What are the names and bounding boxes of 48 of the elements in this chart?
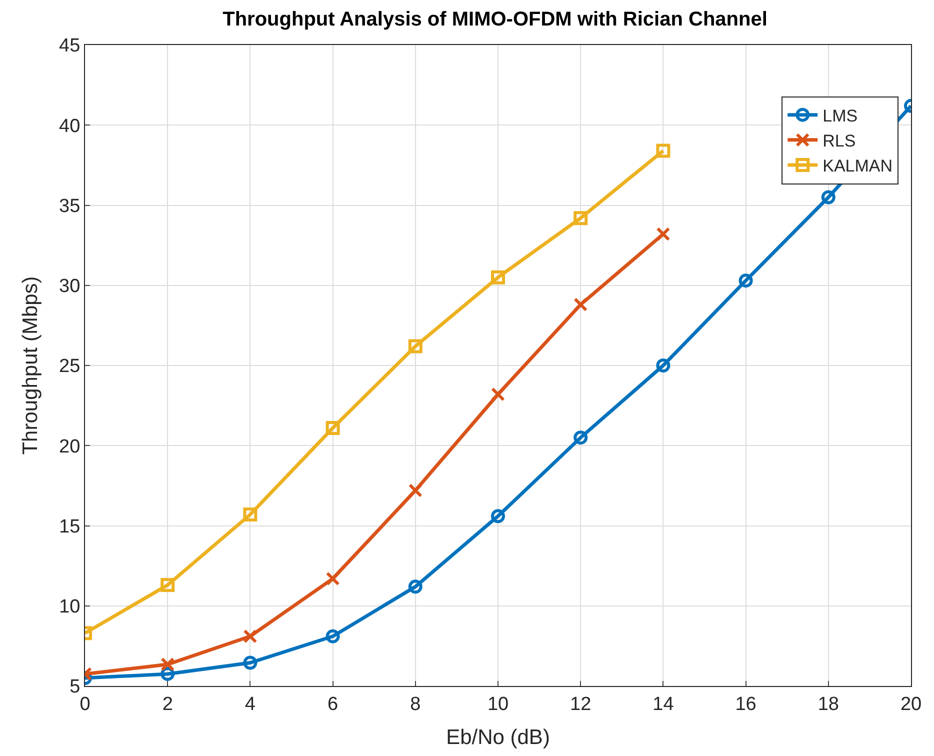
- legend-label: KALMAN: [822, 156, 893, 176]
- point: [656, 144, 670, 158]
- x-tick-label: 4: [244, 694, 256, 715]
- point: [656, 358, 670, 372]
- point: [408, 580, 422, 594]
- point: [408, 339, 422, 354]
- point: [326, 572, 340, 586]
- point: [738, 274, 753, 288]
- legend-label: RLS: [822, 132, 856, 151]
- x-tick-label: 16: [735, 694, 756, 715]
- y-tick-label: 20: [59, 436, 80, 458]
- point: [160, 657, 175, 672]
- y-tick-label: 25: [59, 356, 80, 378]
- point: [326, 629, 340, 644]
- y-axis-title: Throughput (Mbps): [19, 276, 42, 455]
- x-tick-label: 0: [80, 694, 90, 715]
- y-tick-label: 35: [59, 196, 80, 217]
- x-tick-label: 20: [900, 694, 922, 715]
- point: [491, 387, 505, 402]
- point: [574, 430, 588, 445]
- point: [491, 270, 505, 284]
- point: [160, 578, 175, 592]
- x-axis-title: Eb/No (dB): [446, 726, 550, 749]
- x-tick-label: 14: [652, 694, 674, 715]
- x-tick-label: 18: [818, 694, 839, 715]
- x-tick-label: 12: [570, 694, 592, 715]
- point: [574, 211, 588, 226]
- point: [408, 483, 422, 498]
- x-tick-label: 8: [410, 694, 421, 715]
- y-tick-label: 45: [59, 36, 80, 57]
- x-tick-label: 2: [162, 694, 173, 715]
- point: [243, 629, 258, 644]
- y-tick-label: 15: [59, 516, 80, 538]
- x-tick-label: 6: [328, 694, 338, 715]
- y-tick-label: 10: [59, 596, 80, 618]
- legend-label: LMS: [822, 106, 858, 126]
- x-tick-label: 10: [487, 694, 509, 715]
- y-tick-label: 5: [70, 676, 80, 698]
- point: [574, 298, 588, 312]
- point: [243, 508, 258, 522]
- chart-title: Throughput Analysis of MIMO-OFDM with Rician Channel: [222, 8, 768, 30]
- point: [326, 421, 340, 435]
- point: [243, 656, 258, 670]
- point: [491, 509, 505, 524]
- point: [821, 190, 836, 204]
- y-tick-label: 40: [59, 116, 80, 137]
- y-tick-label: 30: [59, 276, 80, 298]
- point: [656, 227, 670, 242]
